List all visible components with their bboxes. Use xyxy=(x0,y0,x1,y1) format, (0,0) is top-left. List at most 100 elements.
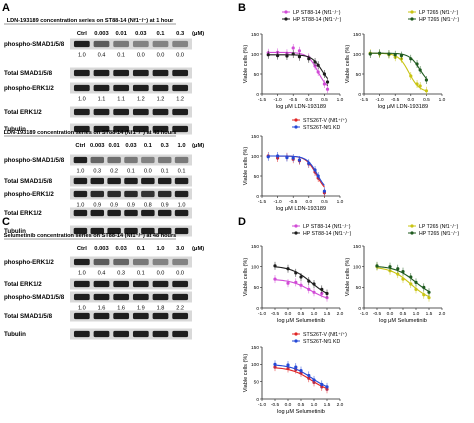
blot-band xyxy=(93,108,110,116)
data-point xyxy=(294,280,298,284)
x-tick-label: -0.5 xyxy=(271,402,280,408)
blot-band xyxy=(73,40,90,48)
data-point xyxy=(266,53,270,57)
blot-title: Selumetinib concentration series on ST88… xyxy=(4,233,177,239)
y-tick-label: 0 xyxy=(256,397,259,403)
y-axis-label: Viable cells (%) xyxy=(345,258,351,297)
y-tick-label: 0 xyxy=(358,92,361,98)
data-point xyxy=(387,52,391,56)
data-point xyxy=(294,365,298,369)
blot-band xyxy=(93,40,110,48)
data-point xyxy=(316,174,320,178)
band-quantification: 0.8 xyxy=(144,203,152,209)
data-point xyxy=(375,264,379,268)
blot-row-label: Total ERK1/2 xyxy=(4,210,42,217)
blot-band xyxy=(93,258,110,266)
x-tick-label: -0.5 xyxy=(391,97,400,103)
legend-label: LP T265 (Nf1⁻/⁻) xyxy=(419,10,459,16)
data-point xyxy=(297,55,302,59)
lane-label: 0.03 xyxy=(125,143,137,149)
data-point xyxy=(266,155,270,159)
blot-band xyxy=(152,125,169,133)
dose-response-chart: 0 50 100 150 -1.5 -1.0 -0.5 0.0 0.5 1.0 log μM LDN… xyxy=(345,10,459,110)
x-tick-label: 1.5 xyxy=(426,311,433,317)
blot-band xyxy=(172,125,189,133)
blot-band xyxy=(152,108,169,116)
data-point xyxy=(320,291,324,296)
x-tick-label: 1.0 xyxy=(439,97,446,103)
data-point xyxy=(322,82,326,86)
band-quantification: 0.3 xyxy=(117,271,125,277)
blot-band xyxy=(113,330,130,338)
x-tick-label: 1.0 xyxy=(337,97,344,103)
lane-label: 0.1 xyxy=(156,31,165,37)
lane-label: 0.003 xyxy=(94,31,109,37)
x-tick-label: 2.0 xyxy=(337,311,344,317)
blot-band xyxy=(172,84,189,92)
data-point xyxy=(422,293,426,297)
fit-curve xyxy=(268,51,328,87)
data-point xyxy=(313,168,317,172)
band-quantification: 1.9 xyxy=(137,306,145,312)
blot-membrane xyxy=(70,256,192,268)
blot-band xyxy=(90,190,105,198)
blot-band xyxy=(132,293,149,301)
y-tick-label: 150 xyxy=(353,32,361,38)
blot-band xyxy=(93,280,110,288)
data-point xyxy=(297,49,302,53)
blot-band xyxy=(152,312,169,320)
band-quantification: 0.0 xyxy=(157,53,165,59)
data-point xyxy=(409,57,413,61)
blot-band xyxy=(157,156,172,164)
blot-band xyxy=(73,227,88,235)
blot-membrane xyxy=(70,67,192,79)
legend-swatch-marker xyxy=(294,118,298,122)
x-axis-label: log μM Selumetinib xyxy=(277,409,325,415)
blot-band xyxy=(113,258,130,266)
blot-band xyxy=(172,312,189,320)
blot-band xyxy=(73,190,88,198)
x-tick-label: -1.5 xyxy=(360,97,369,103)
blot-band xyxy=(73,69,90,77)
band-quantification: 1.1 xyxy=(98,97,106,103)
x-tick-label: 0.0 xyxy=(407,97,414,103)
blot-band xyxy=(152,69,169,77)
band-quantification: 0.9 xyxy=(93,203,101,209)
blot-panel: LDN-193189 concentration series on ST88-… xyxy=(4,130,204,237)
panel-letter-a: A xyxy=(2,2,10,14)
lane-label: Ctrl xyxy=(77,246,87,252)
y-tick-label: 50 xyxy=(356,72,362,78)
blot-band xyxy=(174,190,189,198)
blot-band xyxy=(157,177,172,185)
band-quantification: 1.0 xyxy=(78,53,86,59)
lane-label: 0.1 xyxy=(144,143,153,149)
y-tick-label: 0 xyxy=(358,306,361,312)
blot-row-label: Total ERK1/2 xyxy=(4,109,42,116)
legend-swatch-marker xyxy=(410,10,414,14)
blot-band xyxy=(93,125,110,133)
y-tick-label: 150 xyxy=(353,244,361,250)
blot-row-label: Total ERK1/2 xyxy=(4,281,42,288)
y-tick-label: 50 xyxy=(254,174,260,180)
x-tick-label: -0.5 xyxy=(373,311,382,317)
data-point xyxy=(418,68,422,72)
band-quantification: 1.2 xyxy=(157,97,165,103)
data-point xyxy=(325,296,329,300)
band-quantification: 1.1 xyxy=(117,97,125,103)
x-tick-label: 1.0 xyxy=(311,311,318,317)
blot-band xyxy=(152,330,169,338)
legend-label: STS26T-Nf1 KD xyxy=(303,125,340,131)
x-tick-label: 1.5 xyxy=(324,311,331,317)
blot-band xyxy=(172,40,189,48)
lane-label: 0.003 xyxy=(94,246,109,252)
dose-response-chart: 0 50 100 150 -1.0 -0.5 0.0 0.5 1.0 1.5 2.0 log μM S… xyxy=(345,224,459,324)
data-point xyxy=(299,283,303,287)
data-point xyxy=(368,52,372,56)
blot-membrane xyxy=(70,291,192,303)
band-quantification: 0.9 xyxy=(127,203,135,209)
blot-row-label: Total SMAD1/5/8 xyxy=(4,70,53,77)
data-point xyxy=(415,82,419,86)
blot-band xyxy=(73,209,88,217)
x-tick-label: 0.0 xyxy=(285,311,292,317)
blot-row-label: phospho-ERK1/2 xyxy=(4,259,54,266)
